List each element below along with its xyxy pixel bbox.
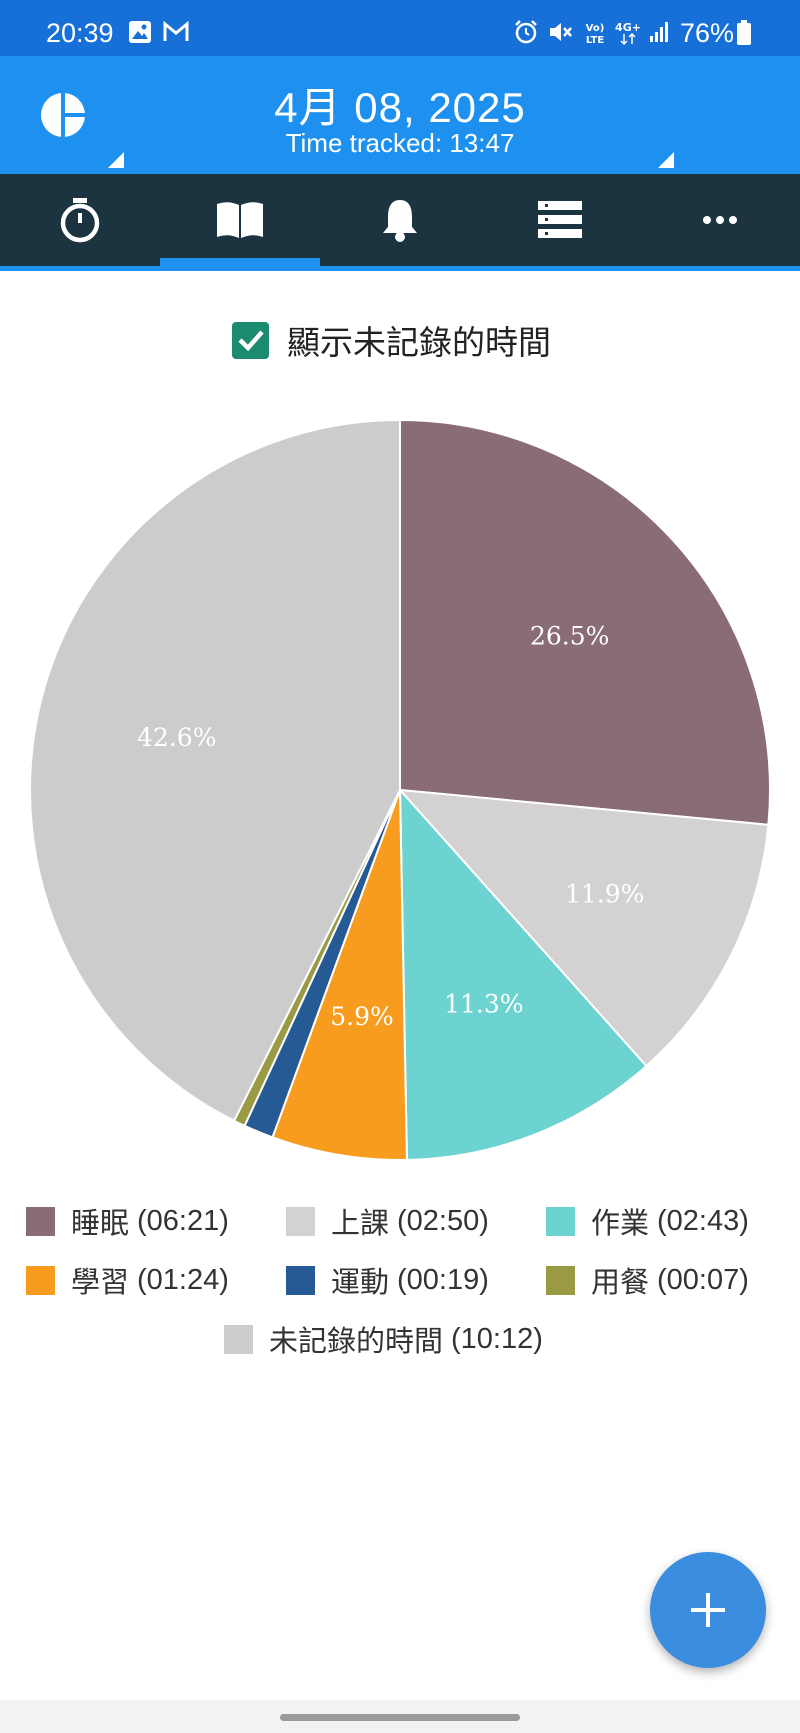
slice-label-6: 42.6%	[137, 723, 216, 752]
legend-name: 運動	[331, 1265, 390, 1299]
legend-item: 運動 (00:19)	[286, 1259, 489, 1301]
svg-text:4G+: 4G+	[615, 21, 641, 34]
system-nav-bar	[0, 1700, 800, 1733]
battery-icon	[737, 20, 751, 45]
alarm-icon	[515, 20, 537, 44]
checkbox[interactable]	[232, 321, 269, 359]
pie-slice-2[interactable]	[398, 787, 648, 1161]
legend-item: 用餐 (00:07)	[546, 1259, 749, 1301]
legend-swatch	[286, 1206, 315, 1236]
pie-slice-6[interactable]	[29, 418, 401, 1123]
app-logo-icon[interactable]	[38, 90, 88, 140]
tab-log[interactable]	[160, 174, 320, 266]
signal-icon	[650, 22, 668, 42]
slice-label-0: 26.5%	[530, 622, 609, 651]
legend-item: 未記錄的時間 (10:12)	[224, 1318, 543, 1360]
svg-text:Vo): Vo)	[586, 23, 605, 34]
tab-more[interactable]	[640, 174, 800, 266]
legend-name: 作業	[591, 1206, 650, 1240]
pie-chart[interactable]: 26.5% 11.9% 11.3% 5.9% 42.6%	[0, 0, 800, 1180]
4g-icon: 4G+	[615, 21, 641, 46]
add-entry-button[interactable]	[650, 1552, 766, 1668]
time-tracked: Time tracked: 13:47	[285, 128, 515, 158]
legend-time: (00:19)	[397, 1263, 489, 1296]
stopwatch-icon	[60, 198, 100, 243]
plus-icon	[691, 1593, 725, 1627]
legend-item: 作業 (02:43)	[546, 1200, 749, 1242]
pie-slice-1[interactable]	[397, 788, 770, 1068]
battery-level: 76%	[680, 18, 735, 48]
legend-name: 未記錄的時間	[269, 1324, 444, 1358]
legend-time: (02:43)	[657, 1204, 749, 1237]
legend-name: 用餐	[591, 1265, 650, 1299]
legend-time: (10:12)	[451, 1322, 543, 1355]
legend-time: (02:50)	[397, 1204, 489, 1237]
list-icon	[538, 201, 582, 238]
legend-swatch	[26, 1206, 55, 1236]
tab-timer[interactable]	[0, 174, 160, 266]
date-title[interactable]: 4月 08, 2025	[274, 84, 526, 131]
gmail-icon	[163, 20, 189, 41]
legend-name: 學習	[71, 1265, 130, 1299]
check-icon	[237, 330, 264, 352]
legend-time: (00:07)	[657, 1263, 749, 1296]
show-unrecorded-toggle[interactable]: 顯示未記錄的時間	[232, 316, 551, 364]
svg-text:LTE: LTE	[586, 35, 605, 46]
tab-bar	[0, 174, 800, 266]
volte-icon: Vo) LTE	[586, 23, 605, 46]
legend-time: (01:24)	[137, 1263, 229, 1296]
bell-icon	[383, 200, 417, 242]
slice-label-2: 11.3%	[444, 990, 523, 1019]
image-icon	[129, 21, 151, 43]
tab-bar-underline	[0, 266, 800, 271]
pie-slice-0[interactable]	[399, 418, 771, 826]
more-icon	[703, 216, 737, 224]
status-time: 20:39	[46, 18, 114, 48]
legend-swatch	[224, 1324, 253, 1354]
mute-icon	[550, 23, 572, 41]
tab-categories[interactable]	[480, 174, 640, 266]
pie-slice-3[interactable]	[271, 789, 408, 1161]
slice-label-1: 11.9%	[565, 880, 644, 909]
book-icon	[217, 202, 263, 238]
checkbox-label: 顯示未記錄的時間	[287, 323, 551, 362]
legend-item: 睡眠 (06:21)	[26, 1200, 229, 1242]
legend-swatch	[26, 1265, 55, 1295]
legend-swatch	[546, 1265, 575, 1295]
legend-name: 睡眠	[71, 1206, 130, 1240]
slice-label-3: 5.9%	[330, 1002, 394, 1031]
date-prev-indicator[interactable]	[108, 152, 124, 168]
tab-reminders[interactable]	[320, 174, 480, 266]
legend-swatch	[546, 1206, 575, 1236]
status-bar: 20:39 Vo) LTE 4G+ 76%	[0, 0, 800, 56]
tab-selected-indicator	[160, 258, 320, 266]
legend-item: 學習 (01:24)	[26, 1259, 229, 1301]
home-gesture-pill[interactable]	[280, 1714, 520, 1721]
date-next-indicator[interactable]	[658, 152, 674, 168]
app-header: 4月 08, 2025 Time tracked: 13:47	[0, 56, 800, 174]
legend-time: (06:21)	[137, 1204, 229, 1237]
legend-swatch	[286, 1265, 315, 1295]
legend-name: 上課	[331, 1206, 390, 1240]
legend-item: 上課 (02:50)	[286, 1200, 489, 1242]
